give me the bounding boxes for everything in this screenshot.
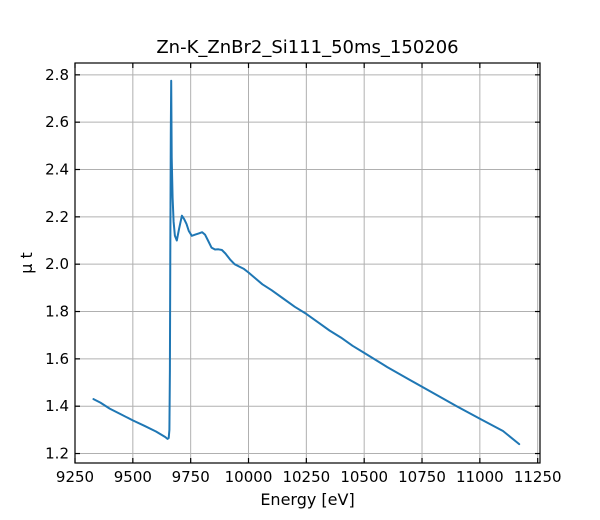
x-tick-label: 10500 <box>340 468 388 486</box>
y-tick-label: 2.6 <box>45 113 69 131</box>
x-tick-label: 11250 <box>514 468 562 486</box>
y-tick-label: 1.8 <box>45 303 69 321</box>
y-tick-label: 2.0 <box>45 255 69 273</box>
y-tick-label: 1.6 <box>45 350 69 368</box>
y-tick-label: 1.4 <box>45 397 69 415</box>
x-tick-label: 10000 <box>225 468 273 486</box>
series-layer <box>92 79 521 446</box>
y-axis-label: μ t <box>17 252 36 274</box>
y-tick-label: 1.2 <box>45 445 69 463</box>
x-tick-label: 9750 <box>172 468 210 486</box>
x-axis-label: Energy [eV] <box>260 490 354 509</box>
x-tick-label: 11000 <box>456 468 504 486</box>
y-tick-label: 2.8 <box>45 66 69 84</box>
x-tick-label: 9250 <box>56 468 94 486</box>
x-tick-label: 10250 <box>282 468 330 486</box>
grid <box>74 63 540 463</box>
plot-frame <box>74 62 541 464</box>
y-tick-label: 2.2 <box>45 208 69 226</box>
ticks: 9250 9500 9750 10000 10250 10500 10750 11000 112… <box>45 63 562 486</box>
chart-title: Zn-K_ZnBr2_Si111_50ms_150206 <box>156 37 458 58</box>
series-line <box>92 79 521 446</box>
x-tick-label: 9500 <box>114 468 152 486</box>
x-tick-label: 10750 <box>398 468 446 486</box>
y-tick-label: 2.4 <box>45 161 69 179</box>
